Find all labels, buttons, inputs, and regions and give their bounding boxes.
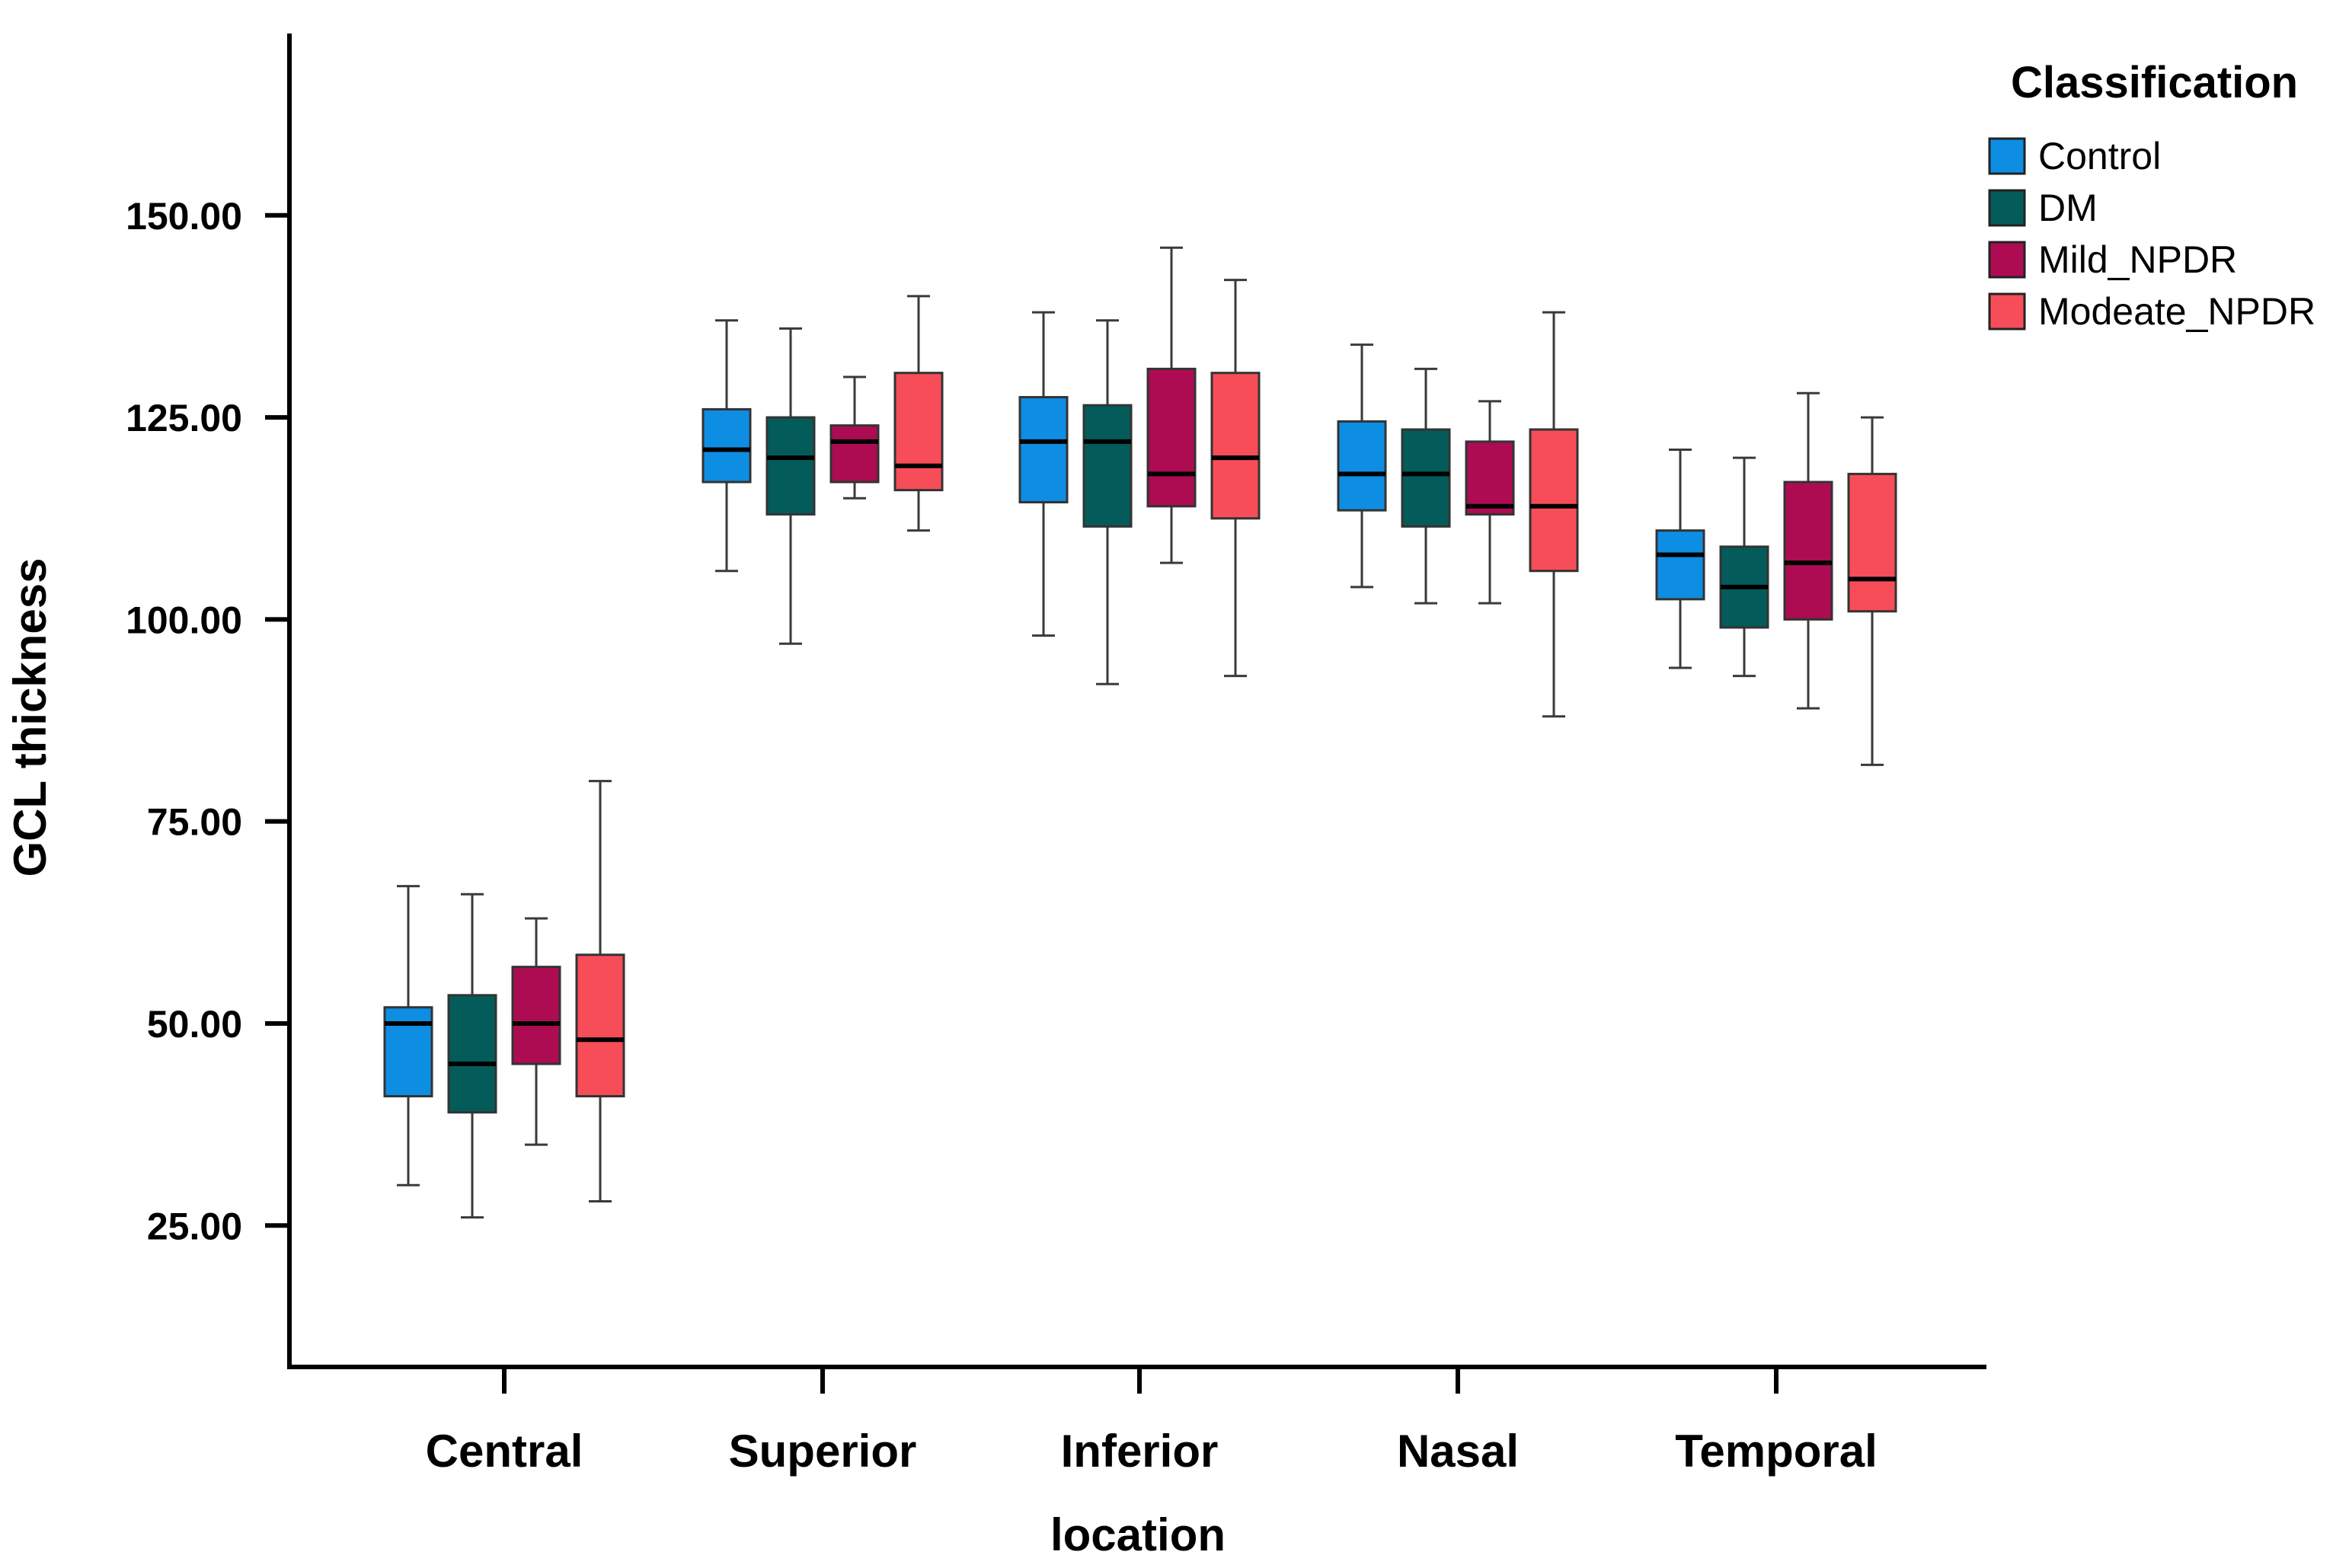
iqr-box: [1655, 529, 1705, 601]
x-tick-label: Superior: [729, 1426, 917, 1477]
legend-swatch: [1988, 241, 2026, 279]
box-dm-inferior: [1082, 319, 1133, 685]
box-control-temporal: [1655, 449, 1705, 669]
iqr-box: [1847, 472, 1897, 613]
y-tick-label: 25.00: [147, 1205, 242, 1247]
legend-label: Control: [2038, 135, 2161, 177]
box-dm-temporal: [1719, 456, 1769, 678]
x-axis-ticks: Central Superior Inferior Nasal Temporal: [426, 1367, 1878, 1477]
box-mild_npdr-central: [511, 917, 561, 1146]
legend-label: DM: [2038, 187, 2098, 229]
legend-swatch: [1988, 189, 2026, 227]
box-control-nasal: [1337, 343, 1387, 589]
legend-label: Mild_NPDR: [2038, 238, 2237, 281]
legend-title: Classification: [2011, 58, 2298, 107]
legend-label: Modeate_NPDR: [2038, 290, 2315, 333]
iqr-box: [893, 372, 944, 492]
iqr-box: [1210, 372, 1261, 520]
y-tick-label: 50.00: [147, 1003, 242, 1046]
iqr-box: [1529, 428, 1579, 573]
box-modeate_npdr-superior: [893, 295, 944, 532]
legend-swatch: [1988, 137, 2026, 175]
box-modeate_npdr-temporal: [1847, 416, 1897, 766]
legend-swatch: [1988, 292, 2026, 331]
box-mild_npdr-inferior: [1146, 246, 1197, 564]
box-modeate_npdr-nasal: [1529, 311, 1579, 718]
x-tick-label: Central: [426, 1426, 583, 1477]
iqr-box: [511, 966, 561, 1065]
y-tick-label: 75.00: [147, 801, 242, 844]
box-mild_npdr-nasal: [1465, 400, 1515, 605]
box-dm-nasal: [1401, 367, 1451, 605]
box-control-superior: [702, 319, 752, 573]
iqr-box: [1146, 367, 1197, 508]
box-dm-central: [447, 893, 497, 1219]
x-axis-title: location: [1050, 1509, 1226, 1560]
box-mild_npdr-superior: [829, 375, 880, 500]
iqr-box: [383, 1006, 433, 1097]
x-tick-label: Inferior: [1061, 1426, 1219, 1477]
y-axis-title: GCL thickness: [5, 557, 56, 877]
box-plot-marks: [383, 246, 1897, 1219]
y-tick-label: 125.00: [126, 397, 242, 439]
box-dm-superior: [765, 327, 816, 645]
iqr-box: [702, 407, 752, 484]
box-modeate_npdr-inferior: [1210, 279, 1261, 678]
iqr-box: [1465, 440, 1515, 516]
y-axis-ticks: 25.00 50.00 75.00 100.00 125.00 150.00: [126, 195, 289, 1247]
box-mild_npdr-temporal: [1783, 391, 1833, 710]
y-tick-label: 100.00: [126, 599, 242, 641]
iqr-box: [1401, 428, 1451, 528]
iqr-box: [1337, 420, 1387, 512]
box-modeate_npdr-central: [575, 780, 625, 1202]
iqr-box: [447, 994, 497, 1114]
y-tick-label: 150.00: [126, 195, 242, 238]
legend: Classification Control DM Mild_NPDR Modeate…: [1988, 58, 2315, 333]
box-control-inferior: [1018, 311, 1069, 637]
box-control-central: [383, 885, 433, 1186]
iqr-box: [765, 416, 816, 516]
axes: [287, 34, 1986, 1369]
iqr-box: [1082, 404, 1133, 528]
iqr-box: [829, 424, 880, 484]
x-tick-label: Temporal: [1675, 1426, 1878, 1477]
iqr-box: [1783, 481, 1833, 621]
x-tick-label: Nasal: [1397, 1426, 1519, 1477]
iqr-box: [1018, 396, 1069, 504]
iqr-box: [575, 953, 625, 1097]
